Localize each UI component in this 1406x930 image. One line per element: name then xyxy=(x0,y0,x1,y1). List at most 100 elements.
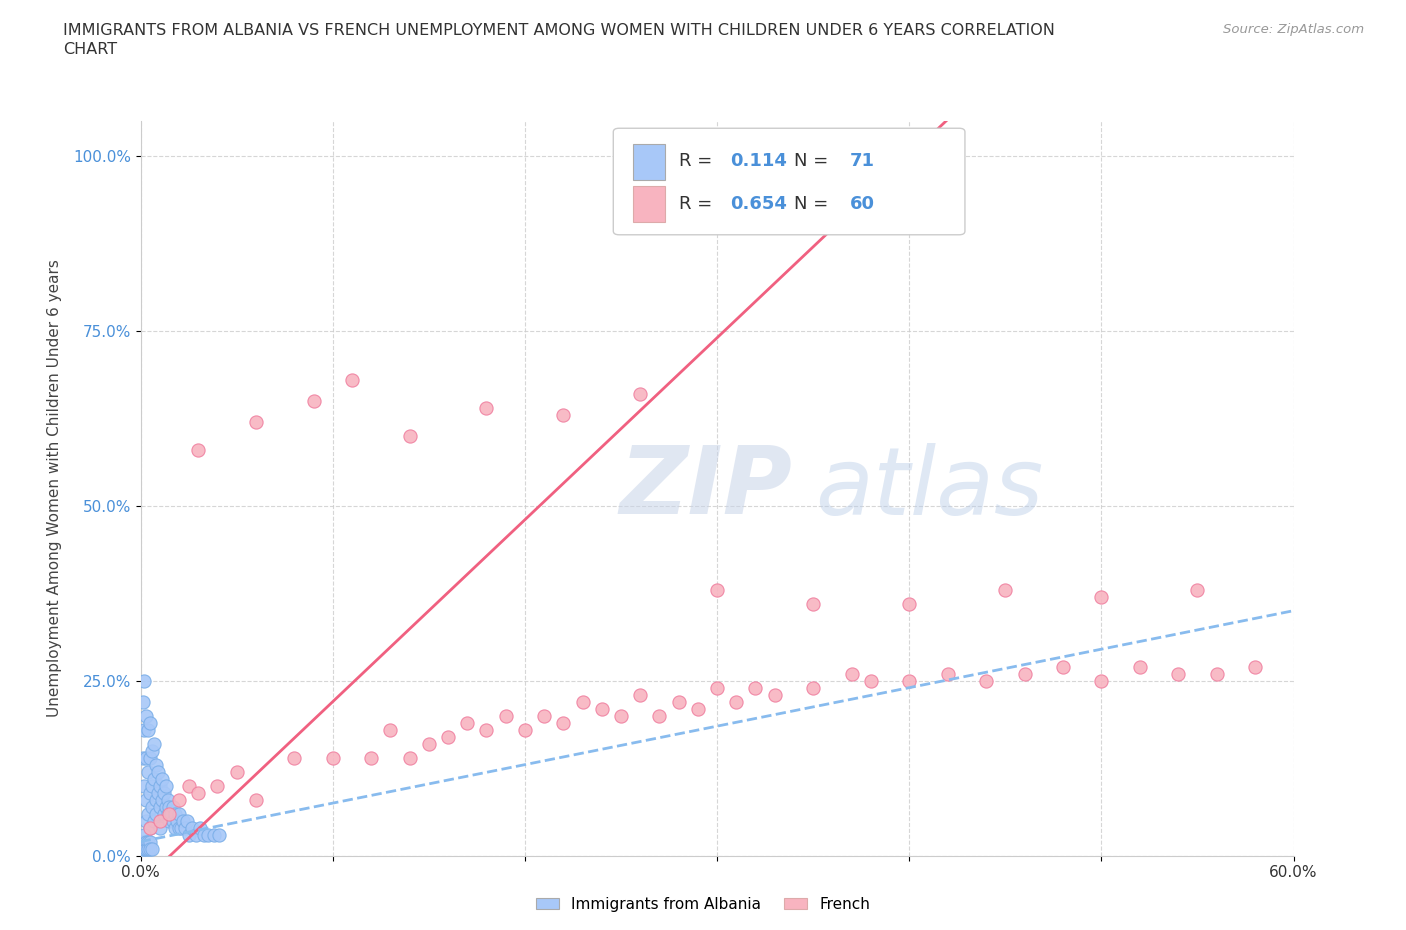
Point xyxy=(610,709,633,724)
Point xyxy=(143,813,166,828)
Point xyxy=(1090,590,1112,604)
Y-axis label: Unemployment Among Women with Children Under 6 years: Unemployment Among Women with Children U… xyxy=(46,259,62,717)
Point xyxy=(139,841,162,856)
Point xyxy=(150,792,173,807)
Point xyxy=(591,701,613,716)
Point xyxy=(193,827,215,842)
Point xyxy=(135,792,157,807)
Point xyxy=(149,799,172,814)
Point xyxy=(139,715,162,730)
Point xyxy=(686,701,709,716)
Point xyxy=(553,407,575,422)
Point xyxy=(135,751,157,765)
Point xyxy=(245,792,267,807)
Point xyxy=(145,757,167,772)
Point xyxy=(898,596,921,611)
Point xyxy=(149,778,172,793)
Point xyxy=(146,764,169,779)
Point xyxy=(225,764,247,779)
Point xyxy=(136,764,159,779)
Point xyxy=(533,709,555,724)
Point xyxy=(418,737,440,751)
Text: N =: N = xyxy=(794,195,834,213)
Legend: Immigrants from Albania, French: Immigrants from Albania, French xyxy=(530,891,876,918)
Point xyxy=(143,737,166,751)
Point xyxy=(156,792,179,807)
Point xyxy=(162,799,184,814)
Point xyxy=(146,785,169,800)
FancyBboxPatch shape xyxy=(633,186,665,221)
Point xyxy=(936,666,959,681)
Point xyxy=(628,687,651,702)
Point xyxy=(380,723,402,737)
Point xyxy=(141,799,163,814)
Point xyxy=(167,806,190,821)
Point xyxy=(1052,659,1074,674)
Point xyxy=(134,673,156,688)
Point xyxy=(994,582,1017,597)
Point xyxy=(360,751,382,765)
Point xyxy=(187,785,209,800)
Point xyxy=(177,827,200,842)
Point xyxy=(159,806,180,821)
Point xyxy=(135,709,157,724)
Point xyxy=(136,806,159,821)
Point xyxy=(186,827,208,842)
Point xyxy=(167,792,190,807)
Point xyxy=(135,813,157,828)
Point xyxy=(437,729,460,744)
Text: atlas: atlas xyxy=(815,443,1043,534)
Point xyxy=(475,400,498,415)
Point xyxy=(143,771,166,786)
FancyBboxPatch shape xyxy=(633,144,665,179)
Point xyxy=(141,841,163,856)
Point xyxy=(141,743,163,758)
Text: R =: R = xyxy=(679,195,718,213)
Point xyxy=(648,709,671,724)
Point xyxy=(177,778,200,793)
Text: IMMIGRANTS FROM ALBANIA VS FRENCH UNEMPLOYMENT AMONG WOMEN WITH CHILDREN UNDER 6: IMMIGRANTS FROM ALBANIA VS FRENCH UNEMPL… xyxy=(63,23,1054,38)
Point xyxy=(172,813,194,828)
Point xyxy=(155,799,177,814)
Point xyxy=(340,372,363,387)
Point xyxy=(197,827,219,842)
Point xyxy=(152,785,174,800)
Point xyxy=(165,820,187,835)
Point xyxy=(1205,666,1227,681)
Point xyxy=(155,778,177,793)
Point xyxy=(170,820,193,835)
Point xyxy=(553,715,575,730)
Point xyxy=(974,673,997,688)
Point xyxy=(145,806,167,821)
Point xyxy=(283,751,305,765)
Point xyxy=(668,694,690,709)
Point xyxy=(188,820,211,835)
Point xyxy=(134,723,156,737)
Point xyxy=(202,827,225,842)
Point xyxy=(744,680,766,695)
Point xyxy=(131,694,153,709)
Text: 60: 60 xyxy=(849,195,875,213)
Point xyxy=(207,778,229,793)
Point xyxy=(165,806,187,821)
Point xyxy=(571,694,593,709)
Point xyxy=(398,429,420,444)
Point xyxy=(495,709,517,724)
Point xyxy=(173,820,195,835)
Point xyxy=(167,820,190,835)
Point xyxy=(1244,659,1267,674)
Point xyxy=(136,834,159,849)
Point xyxy=(134,841,156,856)
Point xyxy=(134,778,156,793)
Point xyxy=(131,751,153,765)
Point xyxy=(456,715,478,730)
Point xyxy=(181,820,204,835)
Point xyxy=(1014,666,1036,681)
Point xyxy=(187,443,209,458)
Point xyxy=(149,820,172,835)
Point xyxy=(139,820,162,835)
Point xyxy=(628,386,651,401)
Point xyxy=(398,751,420,765)
Point xyxy=(245,415,267,430)
Point xyxy=(898,673,921,688)
